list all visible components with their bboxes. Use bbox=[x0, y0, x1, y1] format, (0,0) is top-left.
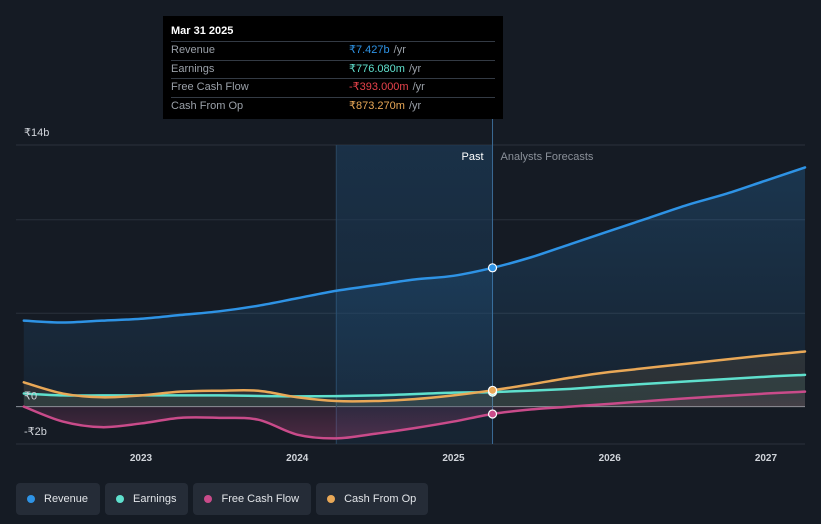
tooltip-row-cash-from-op: Cash From Op ₹873.270m /yr bbox=[171, 96, 495, 116]
revenue-area bbox=[23, 167, 805, 407]
tooltip-panel: Mar 31 2025 Revenue ₹7.427b /yr Earnings… bbox=[163, 16, 503, 119]
forecast-label: Analysts Forecasts bbox=[501, 151, 594, 163]
earnings-line bbox=[22, 373, 807, 398]
legend-label: Revenue bbox=[44, 493, 89, 505]
cash-from-op-area bbox=[23, 351, 805, 407]
y-tick-label: ₹14b bbox=[24, 127, 49, 139]
legend-item-free-cash-flow[interactable]: Free Cash Flow bbox=[193, 483, 312, 515]
legend-dot-icon bbox=[27, 495, 35, 503]
y-tick-label: ₹0 bbox=[24, 391, 37, 403]
tooltip-row-revenue: Revenue ₹7.427b /yr bbox=[171, 41, 495, 60]
legend: Revenue Earnings Free Cash Flow Cash Fro… bbox=[16, 483, 429, 515]
tooltip-label: Cash From Op bbox=[171, 99, 244, 112]
tooltip-date: Mar 31 2025 bbox=[171, 25, 234, 37]
legend-item-earnings[interactable]: Earnings bbox=[105, 483, 189, 515]
revenue-line bbox=[22, 166, 807, 324]
legend-dot-icon bbox=[327, 495, 336, 503]
free-cash-flow-area bbox=[23, 391, 805, 439]
x-tick-label: 2023 bbox=[130, 453, 153, 464]
tooltip-unit: /yr bbox=[408, 62, 422, 75]
x-tick-label: 2024 bbox=[286, 453, 309, 464]
x-tick-label: 2026 bbox=[599, 453, 622, 464]
free-cash-flow-marker bbox=[487, 409, 498, 419]
legend-dot-icon bbox=[116, 495, 125, 503]
revenue-marker bbox=[487, 263, 498, 273]
y-tick-label: -₹2b bbox=[24, 426, 47, 438]
tooltip-value: -₹393.000m bbox=[349, 81, 409, 93]
earnings-area bbox=[23, 374, 805, 407]
legend-dot-icon bbox=[204, 495, 213, 503]
tooltip-label: Earnings bbox=[171, 62, 215, 75]
financial-chart: ₹14b ₹0 -₹2b 2023 2024 2025 2026 2027 Past Analys… bbox=[16, 118, 807, 464]
past-label: Past bbox=[462, 151, 484, 163]
tooltip-value: ₹873.270m bbox=[349, 99, 405, 112]
tooltip-unit: /yr bbox=[393, 44, 406, 56]
cash-from-op-line bbox=[22, 350, 807, 403]
tooltip-row-free-cash-flow: Free Cash Flow -₹393.000m /yr bbox=[171, 78, 495, 97]
tooltip-row-earnings: Earnings ₹776.080m /yr bbox=[171, 59, 495, 79]
x-tick-label: 2027 bbox=[755, 453, 778, 464]
legend-item-revenue[interactable]: Revenue bbox=[16, 483, 101, 515]
legend-label: Free Cash Flow bbox=[221, 493, 300, 505]
cash-from-op-marker bbox=[487, 385, 498, 395]
tooltip-value: ₹776.080m bbox=[349, 62, 405, 75]
legend-label: Cash From Op bbox=[344, 493, 417, 505]
tooltip-value: ₹7.427b bbox=[349, 44, 390, 56]
tooltip-label: Revenue bbox=[171, 44, 216, 56]
tooltip-label: Free Cash Flow bbox=[171, 81, 249, 93]
tooltip-unit: /yr bbox=[412, 81, 425, 93]
legend-item-cash-from-op[interactable]: Cash From Op bbox=[316, 483, 429, 515]
legend-label: Earnings bbox=[133, 493, 177, 505]
tooltip-unit: /yr bbox=[408, 99, 422, 112]
free-cash-flow-line bbox=[22, 390, 807, 440]
x-tick-label: 2025 bbox=[442, 453, 465, 464]
